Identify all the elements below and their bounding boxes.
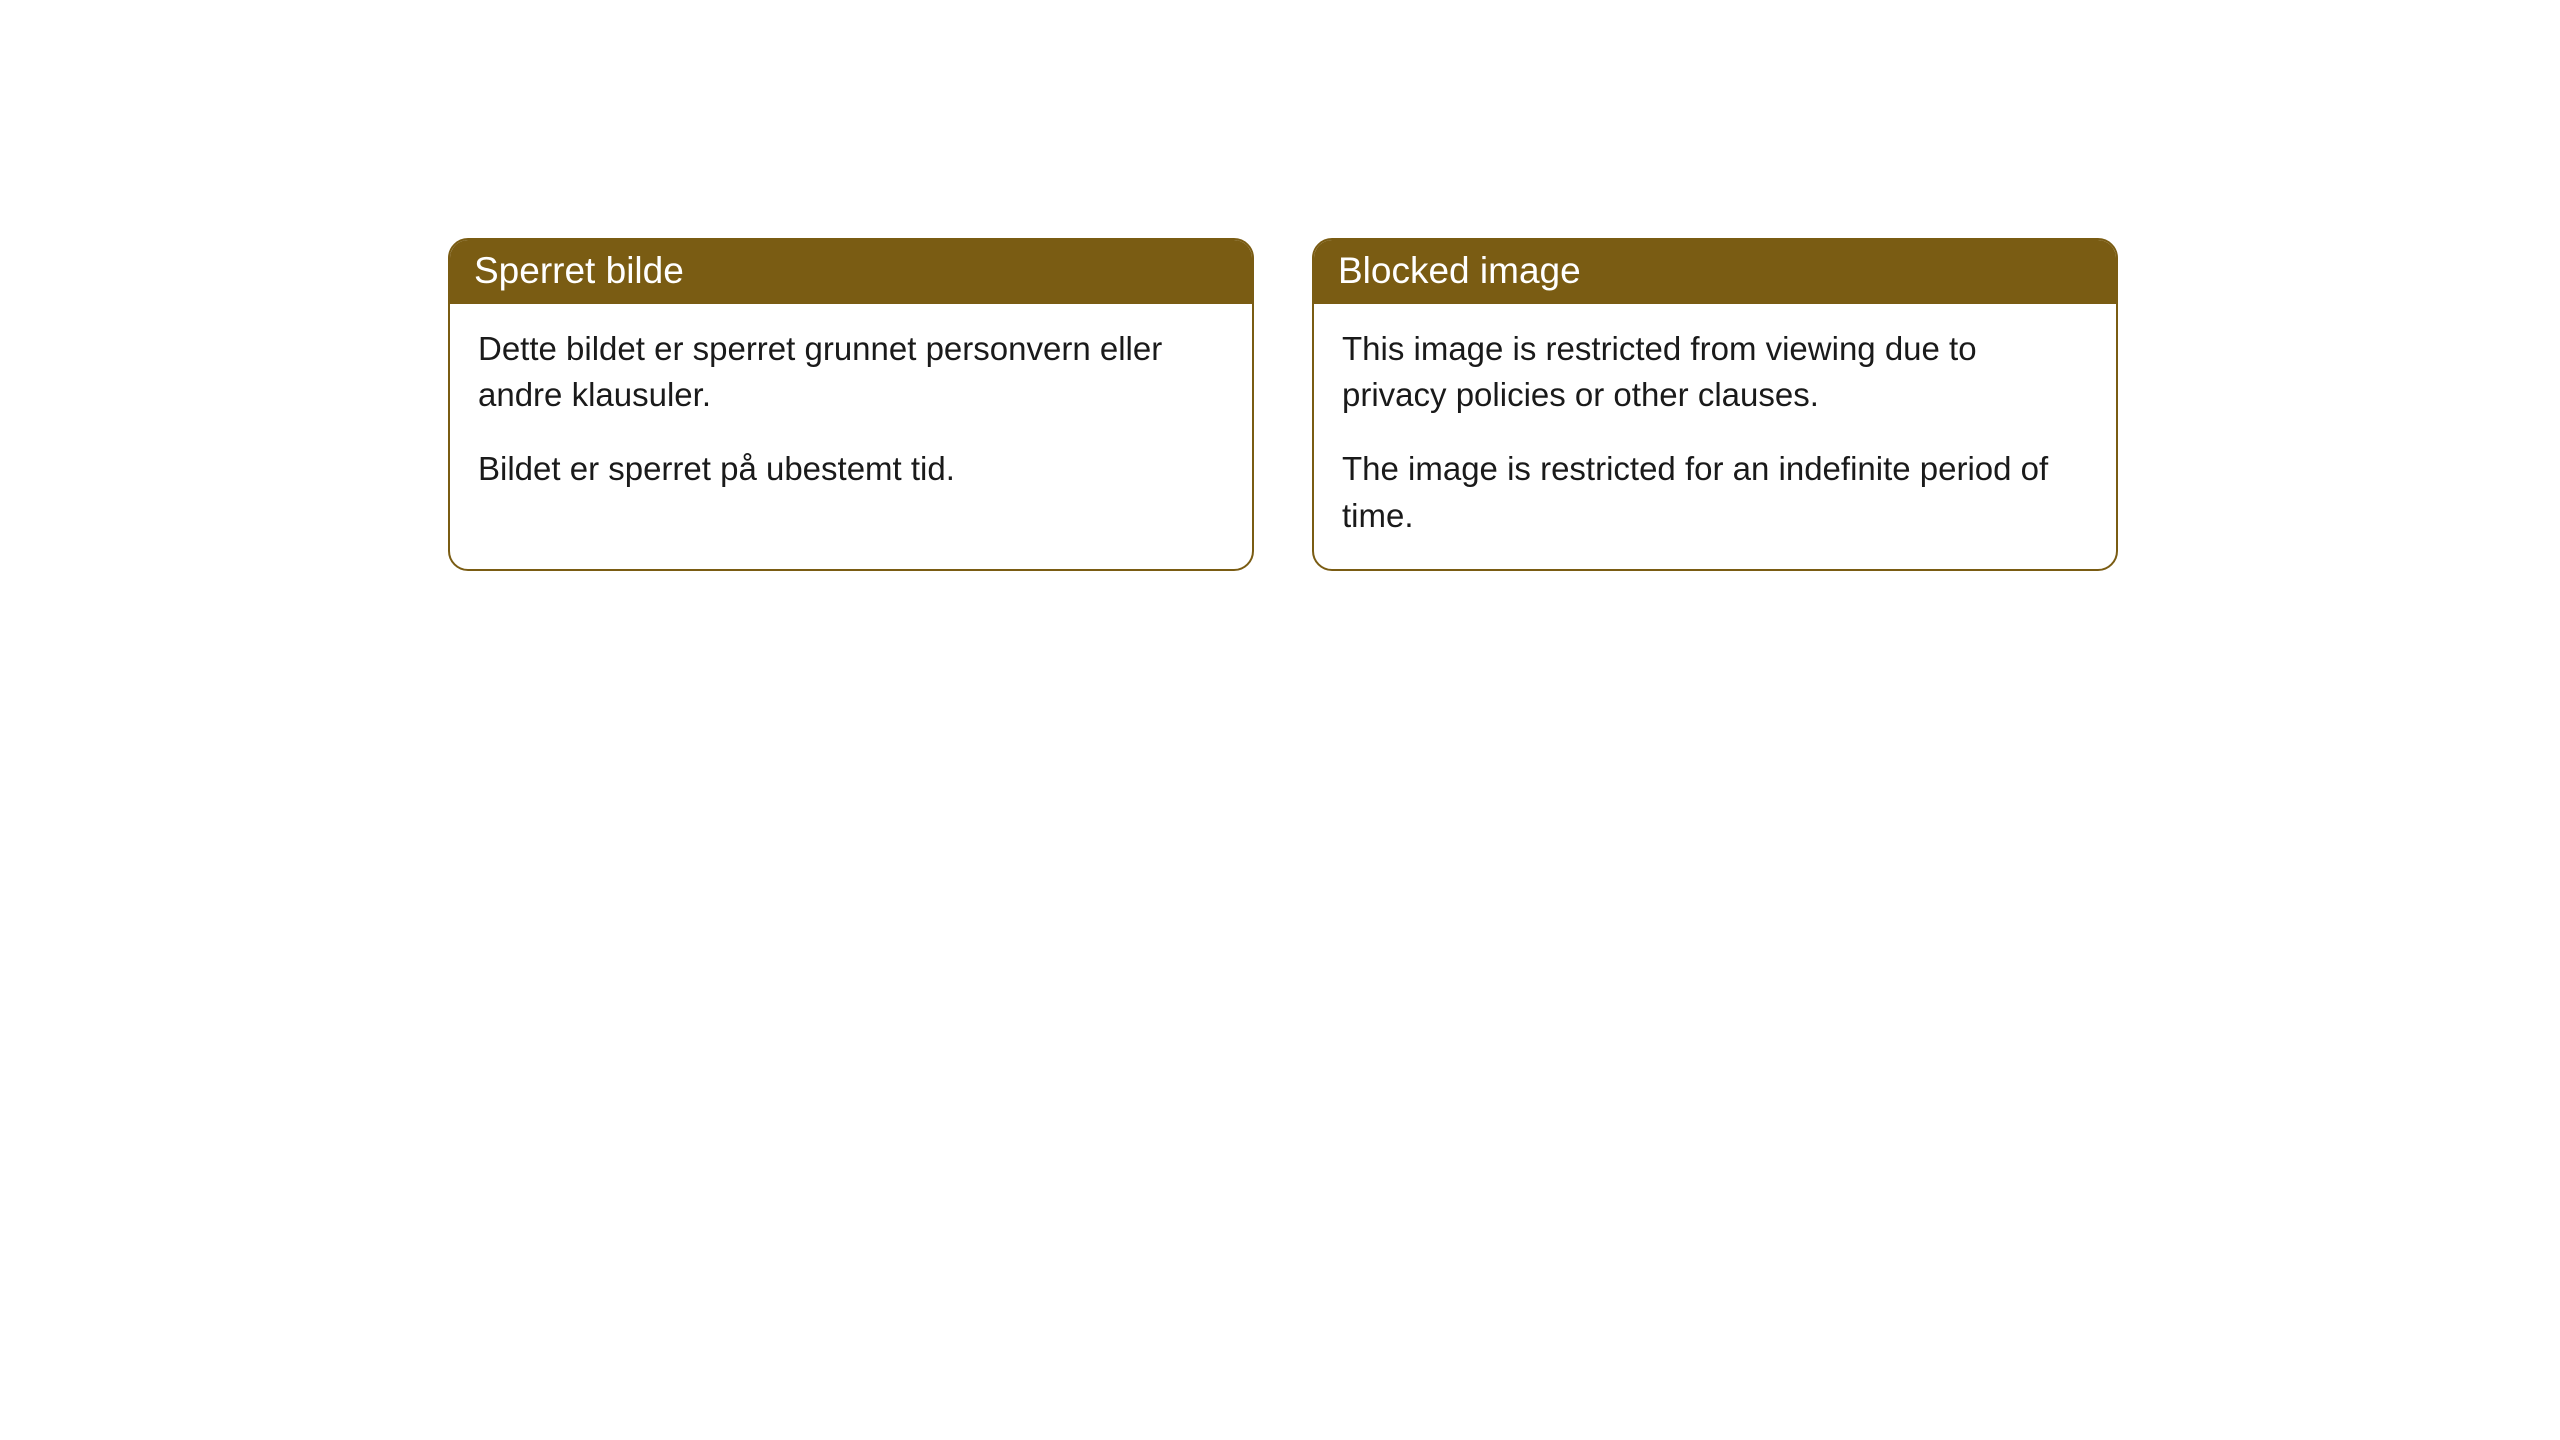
- card-paragraph: Bildet er sperret på ubestemt tid.: [478, 446, 1224, 492]
- card-header: Sperret bilde: [450, 240, 1252, 304]
- card-paragraph: This image is restricted from viewing du…: [1342, 326, 2088, 418]
- card-paragraph: The image is restricted for an indefinit…: [1342, 446, 2088, 538]
- card-header: Blocked image: [1314, 240, 2116, 304]
- notice-cards-container: Sperret bilde Dette bildet er sperret gr…: [448, 238, 2560, 571]
- notice-card-english: Blocked image This image is restricted f…: [1312, 238, 2118, 571]
- card-body: Dette bildet er sperret grunnet personve…: [450, 304, 1252, 523]
- notice-card-norwegian: Sperret bilde Dette bildet er sperret gr…: [448, 238, 1254, 571]
- card-paragraph: Dette bildet er sperret grunnet personve…: [478, 326, 1224, 418]
- card-body: This image is restricted from viewing du…: [1314, 304, 2116, 569]
